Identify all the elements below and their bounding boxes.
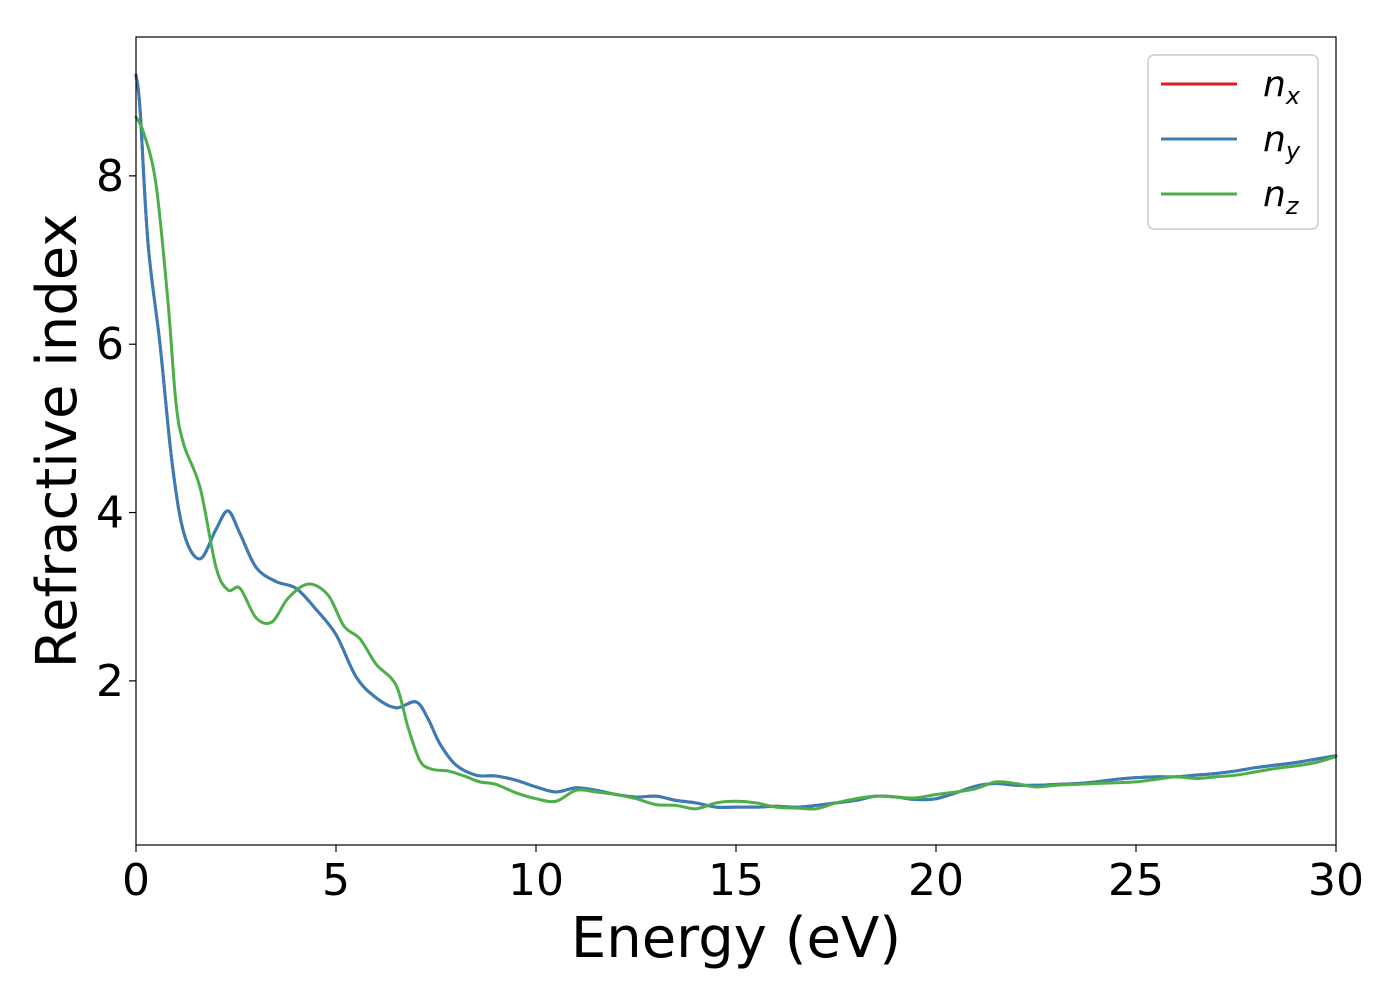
legend: nx ny nz [1147,54,1319,230]
y-tick-label: 2 [96,656,124,707]
series-line-nz [134,115,1338,811]
legend-box [1147,54,1319,230]
x-tick-label: 25 [1108,855,1164,906]
x-axis-ticks: 0 5 10 15 20 25 30 [122,845,1364,906]
y-axis-title: Refractive index [25,214,90,669]
y-tick-label: 4 [96,488,124,539]
x-tick-label: 5 [322,855,350,906]
series-layer [134,73,1338,811]
x-tick-label: 10 [508,855,564,906]
series-line-ny [134,73,1338,809]
plot-area [136,37,1336,845]
y-tick-label: 8 [96,151,124,202]
x-tick-label: 0 [122,855,150,906]
legend-label-nz: nz [1263,174,1300,220]
x-axis-title: Energy (eV) [571,906,901,971]
x-tick-label: 30 [1308,855,1364,906]
y-axis-ticks: 2 4 6 8 [96,151,136,707]
legend-label-nx: nx [1263,64,1301,110]
legend-label-ny: ny [1263,119,1301,165]
x-tick-label: 15 [708,855,764,906]
x-tick-label: 20 [908,855,964,906]
y-tick-label: 6 [96,319,124,370]
